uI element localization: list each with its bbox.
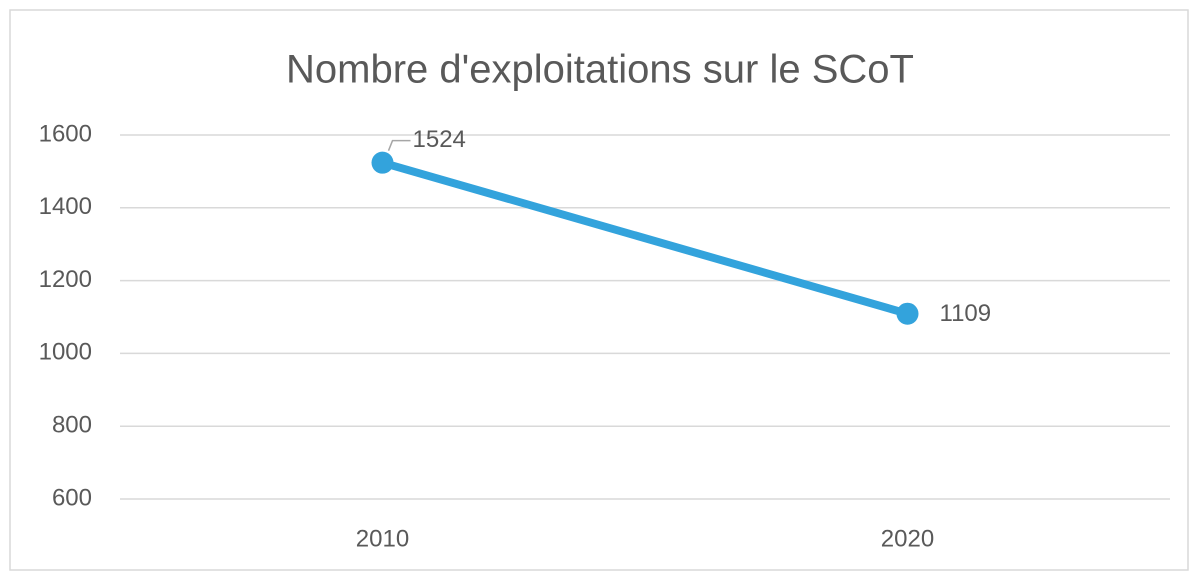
- y-tick-label: 800: [52, 412, 92, 439]
- chart-border: [9, 9, 1189, 571]
- data-point: [896, 302, 919, 325]
- leader-line: [387, 139, 411, 151]
- y-tick-label: 1000: [39, 339, 92, 366]
- data-line: [381, 158, 909, 318]
- y-tick-label: 1600: [39, 120, 92, 147]
- x-tick-label: 2020: [881, 525, 934, 552]
- y-tick-label: 1200: [39, 266, 92, 293]
- chart-title: Nombre d'exploitations sur le SCoT: [286, 48, 914, 92]
- y-tick-label: 1400: [39, 193, 92, 220]
- data-point: [371, 151, 394, 174]
- data-label: 1524: [413, 126, 466, 153]
- x-tick-label: 2010: [356, 525, 409, 552]
- data-label: 1109: [940, 300, 992, 327]
- y-tick-label: 600: [52, 484, 92, 511]
